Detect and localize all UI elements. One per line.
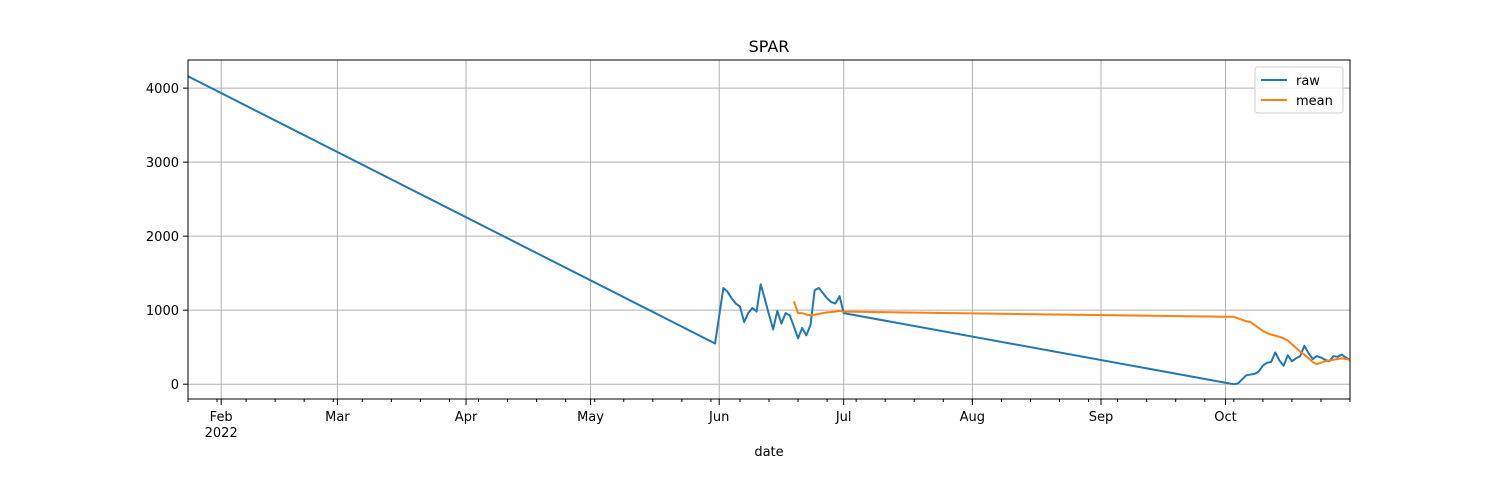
grid — [188, 60, 1350, 399]
x-axis-label: date — [754, 445, 783, 460]
x-tick-label: May — [577, 410, 604, 425]
y-tick-label: 2000 — [146, 230, 179, 245]
y-tick-label: 4000 — [146, 82, 179, 97]
x-tick-label: Apr — [455, 410, 478, 425]
chart-title: SPAR — [749, 37, 790, 56]
legend-box — [1254, 66, 1344, 114]
legend-label-mean: mean — [1296, 94, 1333, 109]
series-layer — [188, 75, 1350, 386]
x-tick-label: Mar — [325, 410, 350, 425]
x-tick-label: Feb — [210, 410, 233, 425]
x-tick-label: Aug — [960, 410, 985, 425]
y-tick-label: 0 — [171, 378, 179, 393]
legend-label-raw: raw — [1296, 74, 1320, 89]
y-tick-label: 3000 — [146, 156, 179, 171]
y-tick-label: 1000 — [146, 304, 179, 319]
x-tick-year-label: 2022 — [205, 426, 238, 441]
series-line-raw — [188, 75, 1350, 386]
x-tick-label: Jun — [708, 410, 729, 425]
x-tick-label: Sep — [1089, 410, 1114, 425]
x-tick-label: Jul — [835, 410, 852, 425]
series-line-mean — [792, 300, 1350, 366]
legend: raw mean — [1254, 66, 1344, 114]
x-tick-label: Oct — [1214, 410, 1236, 425]
